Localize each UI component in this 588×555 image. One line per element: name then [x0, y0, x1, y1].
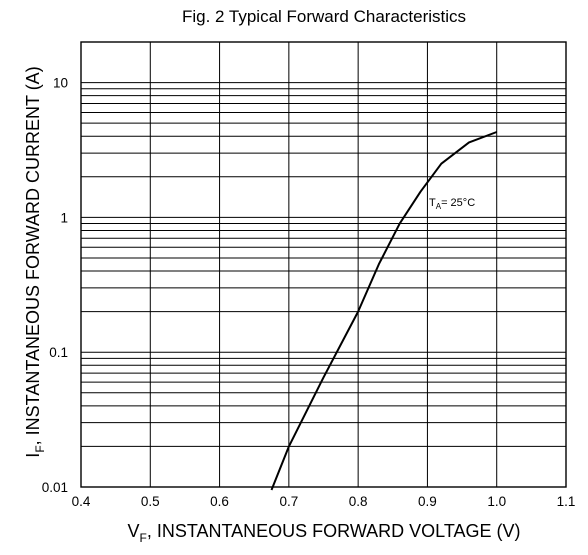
- x-axis-label-subscript: F: [139, 531, 146, 545]
- x-tick-label: 0.8: [349, 494, 368, 509]
- x-axis-ticks: 0.4 0.5 0.6 0.7 0.8 0.9 1.0 1.1: [72, 494, 576, 509]
- annotation-rest: = 25°C: [441, 197, 475, 209]
- x-axis-label-main: V: [127, 521, 139, 541]
- annotation-main: T: [429, 197, 436, 209]
- plot-frame: [80, 41, 567, 488]
- forward-characteristic-curve: [270, 131, 498, 491]
- y-tick-label: 0.01: [42, 480, 68, 495]
- x-tick-label: 0.9: [418, 494, 437, 509]
- grid: [80, 41, 567, 488]
- x-tick-label: 1.1: [557, 494, 576, 509]
- y-axis-label-main: I: [23, 453, 43, 458]
- y-tick-label: 10: [53, 76, 68, 91]
- series-layer: [270, 131, 498, 491]
- x-tick-label: 0.7: [279, 494, 298, 509]
- x-tick-label: 0.6: [210, 494, 229, 509]
- y-axis-label: IF, INSTANTANEOUS FORWARD CURRENT (A): [23, 66, 47, 457]
- y-axis-label-subscript: F: [33, 445, 47, 452]
- temperature-annotation: TA= 25°C: [429, 197, 475, 211]
- y-tick-label: 0.1: [49, 345, 68, 360]
- x-axis-label: VF, INSTANTANEOUS FORWARD VOLTAGE (V): [127, 521, 520, 545]
- y-axis-label-rest: , INSTANTANEOUS FORWARD CURRENT (A): [23, 66, 43, 445]
- x-tick-label: 0.5: [141, 494, 160, 509]
- x-tick-label: 0.4: [72, 494, 91, 509]
- x-tick-label: 1.0: [487, 494, 506, 509]
- x-axis-label-rest: , INSTANTANEOUS FORWARD VOLTAGE (V): [147, 521, 521, 541]
- annotation-subscript: A: [436, 202, 442, 211]
- y-axis-ticks: 0.01 0.1 1 10: [42, 76, 68, 495]
- y-tick-label: 1: [60, 210, 68, 225]
- chart-title: Fig. 2 Typical Forward Characteristics: [182, 7, 466, 26]
